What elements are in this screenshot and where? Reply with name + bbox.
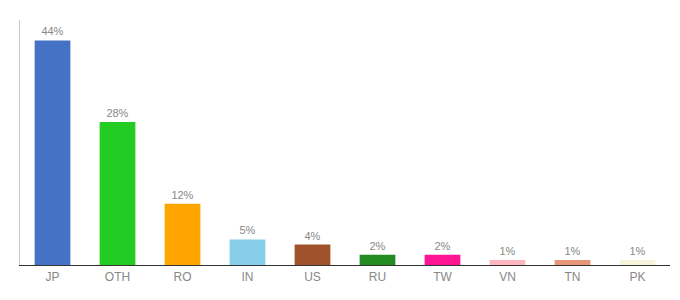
svg-text:IN: IN <box>242 270 254 284</box>
svg-text:1%: 1% <box>499 245 515 257</box>
svg-text:TN: TN <box>565 270 581 284</box>
svg-text:RU: RU <box>369 270 386 284</box>
svg-text:44%: 44% <box>41 25 63 37</box>
svg-text:US: US <box>304 270 321 284</box>
svg-text:PK: PK <box>629 270 645 284</box>
svg-text:12%: 12% <box>171 189 193 201</box>
svg-text:4%: 4% <box>304 230 320 242</box>
svg-text:2%: 2% <box>369 240 385 252</box>
svg-text:28%: 28% <box>106 107 128 119</box>
svg-text:RO: RO <box>174 270 192 284</box>
svg-text:VN: VN <box>499 270 516 284</box>
svg-text:OTH: OTH <box>105 270 130 284</box>
svg-text:JP: JP <box>45 270 59 284</box>
svg-text:1%: 1% <box>564 245 580 257</box>
svg-text:2%: 2% <box>434 240 450 252</box>
svg-text:1%: 1% <box>629 245 645 257</box>
svg-text:TW: TW <box>433 270 452 284</box>
svg-text:5%: 5% <box>239 224 255 236</box>
